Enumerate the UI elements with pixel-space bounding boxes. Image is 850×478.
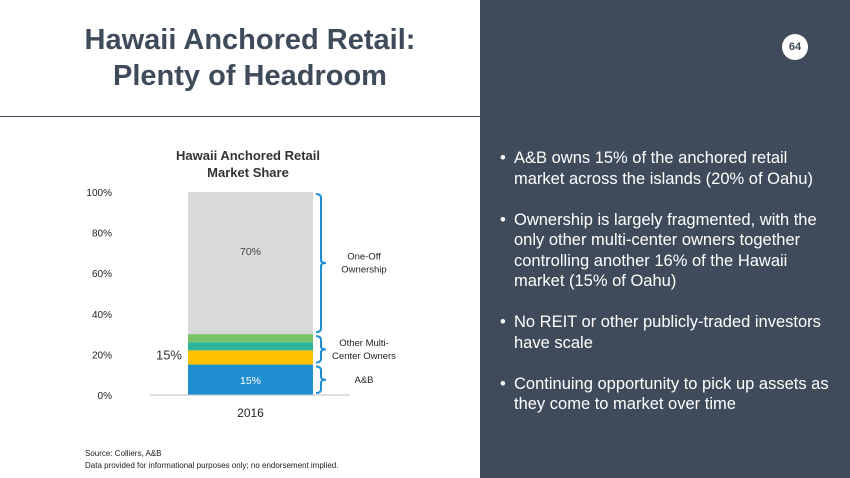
- y-tick-label: 60%: [92, 269, 112, 280]
- bullet-item: • Ownership is largely fragmented, with t…: [500, 210, 840, 292]
- bracket-label: Center Owners: [332, 351, 396, 362]
- y-tick-label: 20%: [92, 350, 112, 361]
- chart-title-line1: Hawaii Anchored Retail: [176, 148, 320, 163]
- bullet-dot: •: [500, 313, 506, 331]
- header-band: Hawaii Anchored Retail: Plenty of Headro…: [0, 0, 480, 117]
- bar-segment: [188, 192, 313, 335]
- bullet-text: Ownership is largely fragmented, with th…: [514, 210, 817, 291]
- slide-title-line2: Plenty of Headroom: [113, 60, 387, 92]
- segment-label: 70%: [240, 246, 261, 258]
- slide-title: Hawaii Anchored Retail: Plenty of Headro…: [40, 22, 460, 94]
- bullet-item: • A&B owns 15% of the anchored retail mar…: [500, 148, 840, 189]
- bracket-label: Other Multi-: [339, 338, 389, 349]
- bar-segment: [188, 364, 313, 395]
- page-number: 64: [782, 34, 808, 60]
- bracket: [315, 193, 327, 334]
- market-share-chart: Hawaii Anchored Retail Market Share 0% 20% 4…: [86, 148, 396, 420]
- bullet-text: A&B owns 15% of the anchored retail mark…: [514, 149, 813, 188]
- bracket-label: One-Off: [347, 252, 381, 263]
- bullet-list: • A&B owns 15% of the anchored retail mar…: [500, 148, 840, 435]
- x-category-label: 2016: [237, 406, 264, 420]
- left-panel: Hawaii Anchored Retail: Plenty of Headro…: [0, 0, 480, 472]
- y-tick-label: 100%: [86, 188, 112, 199]
- bullet-text: No REIT or other publicly-traded investo…: [514, 313, 821, 352]
- bracket: [315, 335, 327, 364]
- bar-segment: [188, 350, 313, 365]
- y-tick-label: 40%: [92, 310, 112, 321]
- right-panel: [480, 0, 850, 478]
- source-note: Source: Colliers, A&B Data provided for …: [85, 448, 338, 472]
- bar-segment: [188, 334, 313, 343]
- bracket: [315, 365, 327, 394]
- chart-title-line2: Market Share: [207, 165, 289, 180]
- bar-segment: [188, 342, 313, 351]
- bullet-item: • No REIT or other publicly-traded invest…: [500, 312, 840, 353]
- y-tick-label: 0%: [98, 391, 113, 402]
- source-line1: Source: Colliers, A&B: [85, 449, 162, 458]
- slide-title-line1: Hawaii Anchored Retail:: [84, 24, 416, 56]
- y-tick-label: 80%: [92, 229, 112, 240]
- bracket-label: Ownership: [341, 265, 386, 276]
- segment-label: 15%: [240, 375, 261, 387]
- bullet-item: • Continuing opportunity to pick up asset…: [500, 374, 840, 415]
- side-label: 15%: [156, 347, 182, 362]
- bullet-dot: •: [500, 149, 506, 167]
- source-line2: Data provided for informational purposes…: [85, 461, 339, 470]
- bracket-label: A&B: [354, 375, 373, 386]
- bullet-text: Continuing opportunity to pick up assets…: [514, 374, 829, 414]
- bullet-dot: •: [500, 374, 506, 393]
- bullet-dot: •: [500, 210, 506, 229]
